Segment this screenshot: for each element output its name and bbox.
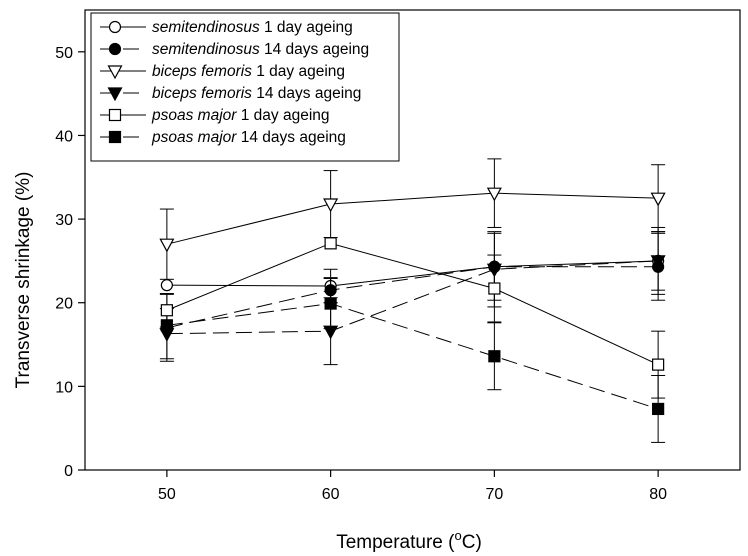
- data-point: [488, 282, 501, 295]
- x-axis-title: Temperature (oC): [336, 528, 482, 553]
- legend-marker: [108, 108, 122, 122]
- series-line: [166, 260, 659, 335]
- data-point: [650, 192, 666, 207]
- data-point: [160, 279, 173, 292]
- x-axis-title-text: Temperature (: [336, 532, 455, 553]
- data-point: [159, 238, 175, 253]
- legend: semitendinosus 1 day ageingsemitendinosu…: [90, 12, 400, 162]
- data-point: [160, 319, 173, 332]
- series-line: [166, 192, 659, 245]
- legend-entry-rest: 14 days ageing: [260, 41, 369, 58]
- legend-entry: semitendinosus 1 day ageing: [152, 19, 353, 36]
- data-point: [160, 304, 173, 317]
- legend-entry-rest: 14 days ageing: [252, 85, 361, 102]
- legend-entry: biceps femoris 1 day ageing: [152, 63, 345, 80]
- y-tick-label: 20: [55, 296, 73, 313]
- series-3: [159, 158, 666, 280]
- y-tick-label: 10: [55, 379, 73, 396]
- legend-entry-rest: 1 day ageing: [236, 107, 329, 124]
- legend-entry: psoas major 14 days ageing: [151, 129, 346, 146]
- data-point: [652, 402, 665, 416]
- legend-entry-rest: 1 day ageing: [252, 63, 345, 80]
- legend-entry-italic: semitendinosus: [152, 41, 260, 58]
- data-point: [488, 350, 501, 363]
- legend-marker: [107, 65, 123, 80]
- legend-marker: [107, 87, 123, 102]
- legend-entry-italic: biceps femoris: [152, 63, 252, 80]
- y-tick-label: 40: [55, 128, 73, 145]
- legend-entry-italic: semitendinosus: [152, 19, 260, 36]
- legend-marker: [108, 42, 122, 56]
- series-line: [166, 266, 659, 329]
- y-tick-label: 30: [55, 212, 73, 229]
- x-tick-label: 70: [485, 486, 503, 503]
- series-layer: [159, 158, 666, 443]
- plot-border: [84, 9, 741, 471]
- data-point: [324, 297, 337, 310]
- series-line: [166, 303, 659, 410]
- x-tick-label: 80: [649, 486, 667, 503]
- legend-entry: semitendinosus 14 days ageing: [152, 41, 369, 58]
- x-axis-title-unit: C): [462, 532, 482, 553]
- series-2: [159, 232, 666, 362]
- legend-entry: biceps femoris 14 days ageing: [152, 85, 361, 102]
- series-6: [160, 277, 666, 443]
- series-5: [159, 237, 666, 399]
- data-point: [323, 198, 339, 213]
- data-point: [650, 255, 666, 270]
- y-tick-label: 0: [64, 463, 73, 480]
- plot-frame: [84, 9, 741, 471]
- x-axis: 50 60 70 80: [158, 470, 667, 503]
- legend-marker: [108, 130, 122, 144]
- y-tick-label: 50: [55, 45, 73, 62]
- x-tick-label: 50: [158, 486, 176, 503]
- legend-entry-italic: psoas major: [151, 107, 237, 124]
- legend-entry: psoas major 1 day ageing: [151, 107, 330, 124]
- legend-entry-rest: 14 days ageing: [236, 129, 345, 146]
- data-point: [324, 237, 337, 250]
- y-axis-title: Transverse shrinkage (%): [13, 172, 34, 389]
- series-4: [159, 226, 666, 366]
- data-point: [486, 187, 502, 202]
- legend-entry-rest: 1 day ageing: [260, 19, 353, 36]
- data-point: [652, 358, 665, 371]
- series-line: [166, 260, 659, 287]
- legend-entry-italic: biceps femoris: [152, 85, 252, 102]
- legend-box: [90, 12, 400, 162]
- legend-entry-italic: psoas major: [151, 129, 237, 146]
- x-axis-title-superscript: o: [454, 528, 461, 543]
- legend-marker: [108, 20, 122, 34]
- series-line: [166, 242, 659, 366]
- x-tick-label: 60: [322, 486, 340, 503]
- y-axis: 0 10 20 30 40 50: [55, 45, 85, 480]
